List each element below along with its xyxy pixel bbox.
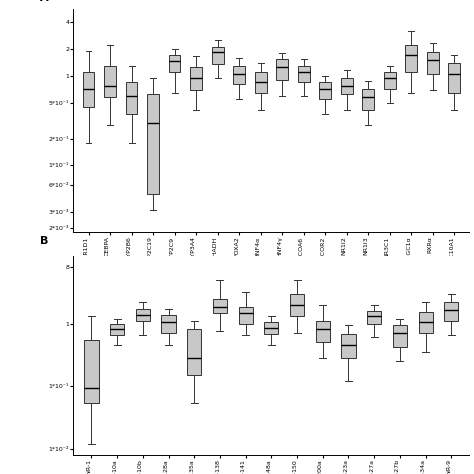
PathPatch shape [341, 334, 356, 358]
PathPatch shape [238, 307, 253, 324]
PathPatch shape [187, 329, 201, 375]
PathPatch shape [190, 67, 202, 90]
PathPatch shape [319, 82, 331, 99]
PathPatch shape [276, 59, 288, 80]
PathPatch shape [255, 72, 266, 92]
PathPatch shape [448, 63, 460, 92]
PathPatch shape [444, 302, 458, 321]
PathPatch shape [84, 340, 99, 402]
PathPatch shape [104, 65, 116, 97]
PathPatch shape [162, 315, 176, 333]
PathPatch shape [126, 82, 137, 113]
Text: A: A [40, 0, 48, 3]
PathPatch shape [341, 78, 353, 94]
PathPatch shape [298, 65, 310, 82]
PathPatch shape [264, 322, 278, 334]
PathPatch shape [290, 294, 304, 317]
PathPatch shape [82, 72, 94, 107]
PathPatch shape [405, 45, 417, 72]
PathPatch shape [136, 309, 150, 321]
PathPatch shape [384, 72, 396, 89]
PathPatch shape [169, 55, 181, 72]
PathPatch shape [362, 89, 374, 109]
PathPatch shape [213, 299, 227, 313]
PathPatch shape [367, 311, 381, 324]
PathPatch shape [427, 52, 438, 74]
PathPatch shape [233, 65, 245, 83]
Text: B: B [40, 236, 48, 246]
PathPatch shape [110, 324, 124, 335]
PathPatch shape [147, 94, 159, 194]
PathPatch shape [212, 47, 224, 64]
PathPatch shape [393, 325, 407, 347]
PathPatch shape [419, 312, 433, 333]
PathPatch shape [316, 321, 330, 343]
